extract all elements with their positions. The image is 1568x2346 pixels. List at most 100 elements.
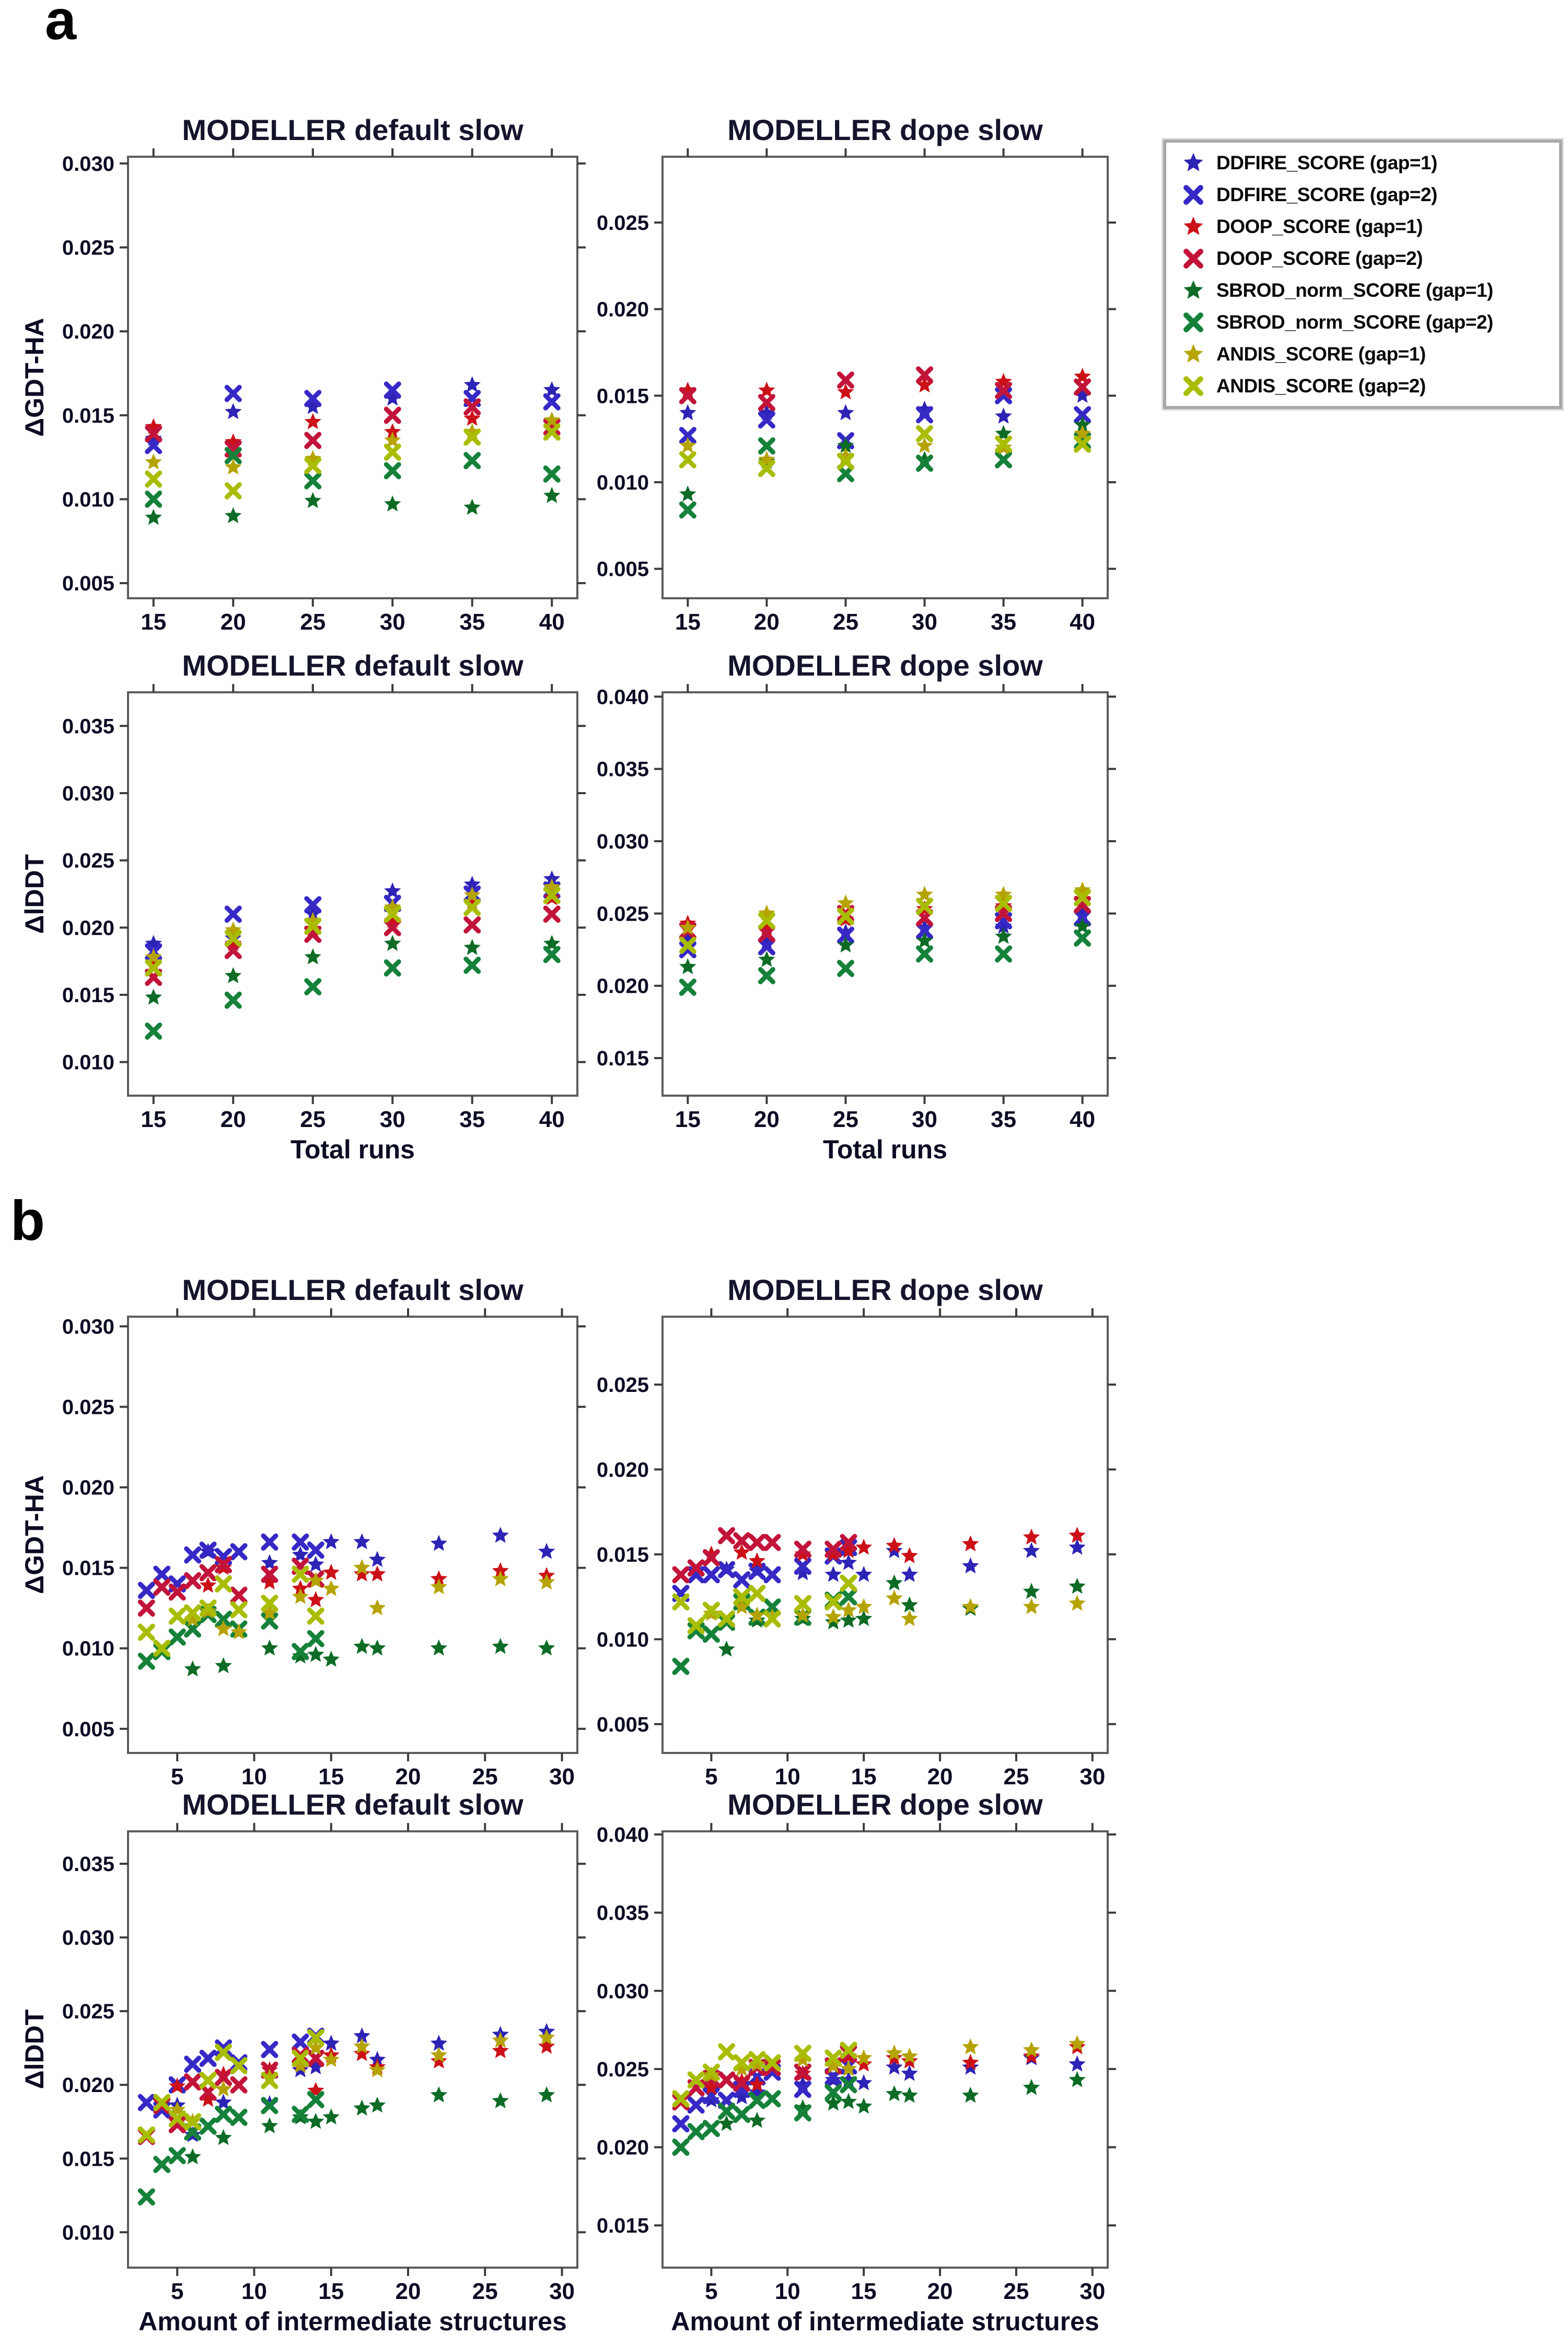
x-marker	[794, 1595, 811, 1612]
star-marker	[1023, 2048, 1040, 2064]
legend-item: SBROD_norm_SCORE (gap=2)	[1179, 308, 1556, 337]
x-marker	[824, 2057, 842, 2075]
star-marker	[758, 450, 775, 467]
x-marker	[384, 443, 401, 461]
x-marker	[702, 2120, 720, 2138]
x-marker	[384, 462, 401, 480]
series-ANDIS1	[184, 1559, 555, 1640]
star-marker	[261, 2117, 278, 2133]
star-marker	[322, 1533, 340, 1550]
star-marker	[463, 895, 481, 911]
star-marker	[1074, 387, 1091, 403]
x-marker	[145, 437, 162, 455]
x-tick-label: 20	[220, 1107, 246, 1132]
x-tick-label: 20	[927, 2279, 953, 2304]
y-tick-label: 0.020	[62, 916, 114, 939]
y-tick-label: 0.005	[62, 572, 114, 595]
star-marker	[304, 413, 321, 429]
star-marker	[916, 932, 933, 948]
star-marker	[307, 1591, 324, 1607]
x-marker	[837, 926, 854, 944]
x-tick-label: 10	[775, 2279, 800, 2304]
plot-title: MODELLER dope slow	[727, 649, 1043, 682]
star-marker	[916, 886, 933, 902]
x-marker	[748, 1534, 766, 1551]
x-marker	[168, 2076, 186, 2094]
star-marker	[679, 914, 696, 931]
x-marker	[199, 2072, 217, 2089]
x-marker	[307, 1607, 324, 1625]
y-tick-label: 0.040	[597, 1824, 649, 1846]
star-marker	[1023, 1598, 1040, 1615]
y-tick-label: 0.005	[597, 1713, 649, 1736]
x-marker	[199, 2049, 217, 2067]
x-marker	[687, 2071, 705, 2089]
x-marker	[672, 2093, 690, 2111]
series-DOOP2	[672, 2045, 857, 2111]
star-marker	[492, 2026, 509, 2042]
star-marker	[794, 1610, 811, 1627]
star-marker	[430, 1535, 448, 1551]
star-marker	[840, 1542, 857, 1559]
star-marker	[916, 450, 933, 467]
x-marker	[837, 960, 854, 978]
star-marker	[824, 2055, 842, 2072]
star-marker	[824, 2094, 842, 2111]
legend-item: ANDIS_SCORE (gap=1)	[1179, 340, 1556, 369]
star-marker	[794, 2099, 811, 2116]
x-tick-label: 30	[380, 609, 405, 635]
star-marker	[322, 2046, 340, 2063]
star-marker	[215, 2094, 232, 2110]
x-tick-label: 35	[991, 609, 1016, 635]
x-tick-label: 15	[675, 609, 701, 635]
star-marker	[322, 2035, 340, 2051]
x-tick-label: 30	[912, 609, 937, 635]
series-DOOP1	[200, 1559, 555, 1607]
x-tick-label: 20	[396, 2279, 421, 2304]
star-marker	[679, 919, 696, 935]
series-ANDIS2	[679, 425, 1091, 477]
star-marker	[995, 897, 1012, 914]
x-marker	[168, 1628, 186, 1646]
x-marker	[230, 1620, 248, 1638]
x-tick-label: 40	[1070, 609, 1095, 635]
x-marker	[995, 904, 1013, 922]
y-tick-label: 0.015	[62, 404, 114, 427]
plot-title: MODELLER default slow	[182, 649, 524, 682]
series-SBROD1	[679, 918, 1091, 974]
series-DDFIRE1	[679, 904, 1091, 950]
star-marker	[748, 2083, 766, 2100]
star-marker	[837, 895, 854, 911]
series-SBROD1	[145, 487, 561, 525]
x-marker	[763, 1598, 781, 1616]
star-marker	[369, 2051, 386, 2067]
x-marker	[916, 909, 934, 927]
plot-b-gdtha-default-slow: MODELLER default slow 0.005 0.010 0.015 0.02…	[62, 1273, 586, 1790]
star-marker	[230, 1623, 248, 1640]
series-ANDIS1	[703, 2035, 1086, 2083]
star-marker	[794, 2051, 811, 2067]
star-marker	[543, 381, 561, 398]
x-marker	[837, 904, 854, 922]
star-marker	[886, 2058, 903, 2075]
y-tick-label: 0.020	[597, 2136, 649, 2159]
star-marker	[463, 498, 481, 515]
star-marker	[384, 432, 401, 448]
y-axis-label-lddt-panel-b: ΔlDDT	[20, 2009, 49, 2089]
x-marker	[995, 387, 1013, 404]
star-marker	[200, 1542, 217, 1559]
star-marker	[543, 870, 561, 887]
star-marker	[855, 1610, 873, 1627]
star-marker	[292, 1647, 309, 1664]
plot-a-lddt-default-slow: MODELLER default slow 0.010 0.015 0.020 0.02…	[62, 649, 586, 1164]
x-tick-label: 30	[549, 2279, 575, 2304]
x-tick-label: 20	[754, 1107, 780, 1132]
star-marker	[538, 2028, 555, 2045]
x-marker	[292, 2047, 309, 2064]
series-DDFIRE1	[718, 1538, 1086, 1582]
star-marker	[962, 2053, 979, 2070]
x-marker	[1074, 909, 1091, 927]
x-marker	[763, 2059, 781, 2076]
x-marker	[543, 465, 561, 483]
